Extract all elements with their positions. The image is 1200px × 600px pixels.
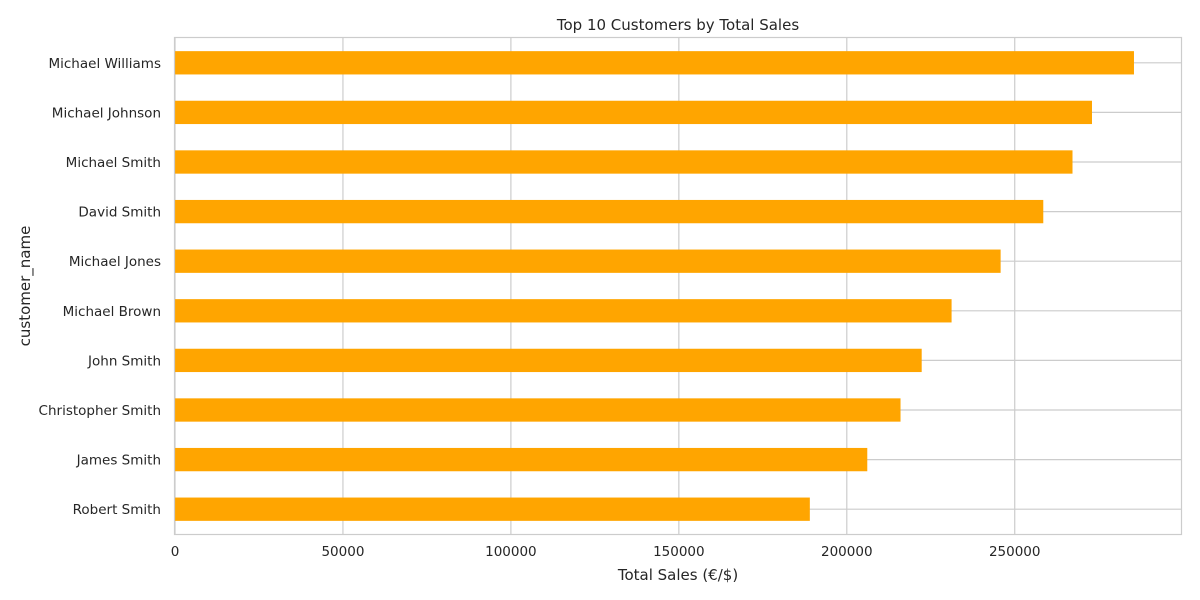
y-tick-labels: Michael Williams Michael Johnson Michael S… bbox=[39, 56, 161, 518]
x-tick-label: 50000 bbox=[321, 544, 364, 560]
y-tick-label: Robert Smith bbox=[73, 502, 161, 518]
y-tick-label: Michael Brown bbox=[63, 304, 161, 320]
x-tick-label: 250000 bbox=[989, 544, 1041, 560]
y-tick-label: Michael Smith bbox=[66, 155, 161, 171]
x-axis-label: Total Sales (€/$) bbox=[617, 566, 738, 584]
y-tick-label: John Smith bbox=[87, 353, 161, 369]
x-tick-label: 100000 bbox=[485, 544, 537, 560]
x-tick-label: 150000 bbox=[653, 544, 705, 560]
plot-frame bbox=[173, 36, 1183, 536]
y-tick-label: Christopher Smith bbox=[39, 403, 161, 419]
bar bbox=[175, 100, 1092, 125]
x-tick-labels: 0 50000 100000 150000 200000 250000 bbox=[171, 544, 1041, 560]
bar bbox=[175, 497, 810, 521]
bar bbox=[175, 299, 952, 323]
bar bbox=[175, 51, 1134, 75]
bar bbox=[175, 199, 1044, 224]
x-tick-label: 0 bbox=[171, 544, 180, 560]
bars bbox=[175, 51, 1134, 521]
x-tick-label: 200000 bbox=[821, 544, 873, 560]
bar bbox=[175, 398, 901, 422]
bar bbox=[175, 249, 1001, 273]
bar bbox=[175, 447, 868, 472]
chart-title: Top 10 Customers by Total Sales bbox=[556, 16, 799, 34]
bar bbox=[175, 348, 922, 373]
y-axis-label: customer_name bbox=[16, 226, 35, 347]
y-tick-label: Michael Johnson bbox=[52, 105, 161, 121]
y-tick-label: Michael Jones bbox=[69, 254, 161, 270]
bar bbox=[175, 150, 1073, 174]
y-tick-label: Michael Williams bbox=[48, 56, 161, 72]
y-tick-label: David Smith bbox=[78, 205, 161, 221]
y-tick-label: James Smith bbox=[76, 453, 161, 469]
